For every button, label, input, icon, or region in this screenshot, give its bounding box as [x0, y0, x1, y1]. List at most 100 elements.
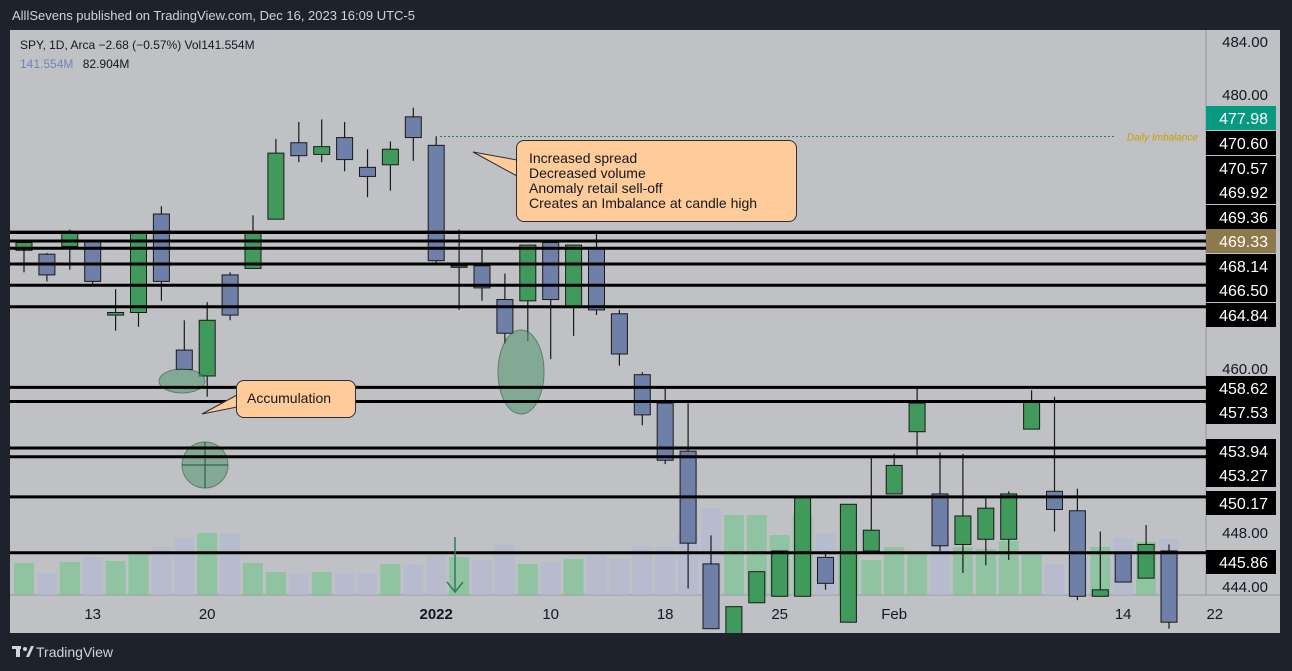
price-tag	[1206, 303, 1276, 327]
candle-body	[427, 144, 445, 262]
volume-bar	[975, 549, 996, 595]
price-tag	[1206, 491, 1276, 515]
candle-body	[336, 137, 354, 161]
candle-body	[954, 515, 972, 545]
volume-bar	[105, 561, 126, 595]
volume-bar	[59, 562, 80, 595]
publisher-text: AlllSevens published on TradingView.com,…	[12, 8, 415, 23]
candle-body	[771, 550, 789, 597]
candle-body	[519, 244, 537, 302]
legend-symbol-line: SPY, 1D, Arca −2.68 (−0.57%) Vol141.554M	[20, 38, 255, 52]
price-tag	[1206, 400, 1276, 424]
time-axis-tick: 14	[1115, 606, 1132, 623]
price-tag-label: 468.14	[1219, 259, 1268, 276]
volume-bar	[472, 560, 492, 595]
imbalance-callout: Increased spread Decreased volume Anomal…	[516, 140, 797, 222]
volume-bar	[174, 538, 195, 595]
price-tag-label: 470.60	[1219, 136, 1268, 153]
candle-body	[565, 244, 583, 308]
callout-line-3: Anomaly retail sell-off	[529, 180, 663, 196]
candle-body	[473, 265, 491, 289]
candle-body	[862, 529, 880, 552]
candle-body	[313, 146, 331, 155]
candle-body	[908, 402, 926, 433]
candle-body	[977, 507, 995, 540]
candle-body	[542, 242, 560, 301]
candle-body	[794, 497, 812, 597]
volume-bar	[36, 573, 57, 595]
candle-body	[290, 142, 308, 157]
volume-bar	[449, 557, 470, 595]
price-axis-tick: 484.00	[1222, 34, 1268, 51]
volume-bar	[334, 574, 355, 595]
volume-bar	[151, 547, 172, 595]
volume-bar	[197, 533, 218, 595]
accumulation-callout: Accumulation	[236, 380, 356, 418]
chart-area[interactable]	[10, 30, 1280, 633]
price-tag-label: 466.50	[1219, 283, 1268, 300]
price-tag	[1206, 550, 1276, 574]
candle-body	[1160, 550, 1178, 623]
volume-bar	[655, 547, 676, 595]
candle-body	[1023, 400, 1041, 430]
price-axis-tick: 480.00	[1222, 87, 1268, 104]
price-tag-label: 445.86	[1219, 555, 1268, 572]
candle-body	[359, 166, 376, 177]
price-tag	[1206, 156, 1276, 180]
footer-brand: TradingView	[36, 644, 114, 660]
callout-line-2: Decreased volume	[529, 165, 646, 181]
price-tag	[1206, 376, 1276, 400]
candle-body	[404, 116, 422, 139]
candle-body	[633, 374, 651, 416]
candle-body	[725, 606, 743, 635]
volume-bar	[14, 563, 34, 595]
volume-bar	[884, 547, 905, 595]
volume-bar	[128, 554, 149, 595]
price-axis-tick: 448.00	[1222, 525, 1268, 542]
price-axis-tick: 444.00	[1222, 579, 1268, 596]
volume-bar	[494, 545, 515, 595]
chart-legend: SPY, 1D, Arca −2.68 (−0.57%) Vol141.554M	[20, 38, 255, 52]
volume-bar	[265, 572, 286, 595]
price-tag-label: 453.27	[1219, 468, 1268, 485]
candle-body	[107, 312, 125, 316]
arrow-down-icon	[446, 581, 464, 594]
volume-bar	[220, 533, 241, 595]
candle-body	[1046, 490, 1063, 510]
candle-body	[588, 247, 605, 311]
time-axis-tick: 18	[657, 606, 674, 623]
candle-body	[1091, 589, 1109, 597]
callout-pointer	[472, 151, 518, 177]
accumulation-ellipse	[497, 329, 545, 415]
price-tag-label: 450.17	[1219, 496, 1268, 513]
price-tag-label: 464.84	[1219, 308, 1268, 325]
price-tag	[1206, 229, 1276, 253]
candle-body	[1137, 543, 1155, 579]
price-tag	[1206, 463, 1276, 487]
volume-bar	[632, 546, 653, 595]
volume-bar	[517, 564, 538, 595]
volume-bar	[563, 559, 584, 595]
price-tag	[1206, 131, 1276, 155]
candle-body	[1114, 553, 1132, 583]
volume-bar	[380, 564, 401, 595]
candle-body	[175, 349, 193, 371]
volume-bar	[311, 572, 332, 595]
candle-body	[15, 242, 33, 251]
price-tag-label: 453.94	[1219, 444, 1268, 461]
time-axis-tick: 2022	[420, 606, 453, 623]
time-axis-tick: 25	[771, 606, 788, 623]
price-tag	[1206, 180, 1276, 204]
volume-bar	[1021, 551, 1042, 595]
volume-bar	[357, 573, 378, 595]
volume-bar	[998, 541, 1019, 595]
price-tag	[1206, 278, 1276, 302]
candle-body	[748, 571, 766, 604]
price-tag-label: 470.57	[1219, 161, 1268, 178]
time-axis-tick: Feb	[881, 606, 907, 623]
candle-body	[450, 265, 468, 268]
volume-bar	[907, 551, 928, 595]
price-tag-label: 469.36	[1219, 210, 1268, 227]
imbalance-label: Daily Imbalance	[1127, 133, 1199, 144]
